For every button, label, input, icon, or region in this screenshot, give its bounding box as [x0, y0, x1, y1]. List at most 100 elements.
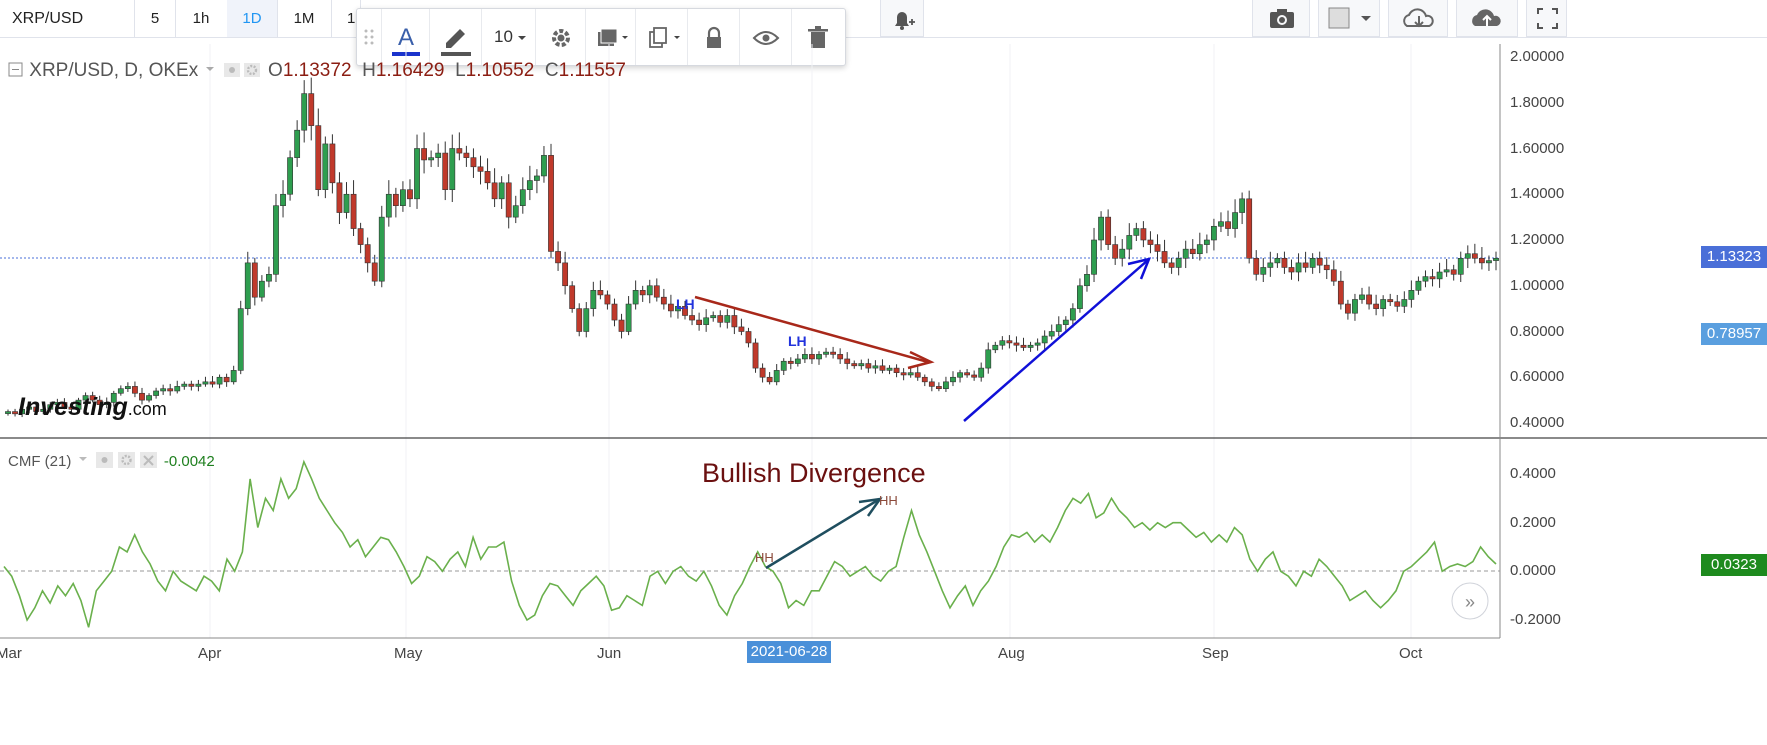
- candle-body: [1020, 344, 1027, 348]
- candle-body: [1281, 257, 1288, 268]
- candle-body: [943, 381, 949, 389]
- candle-body: [61, 402, 68, 408]
- symbol-selector[interactable]: XRP/USD: [0, 0, 135, 37]
- collapse-icon[interactable]: [8, 62, 24, 78]
- candle-body: [717, 315, 724, 323]
- candle-body: [1478, 257, 1485, 264]
- eye-icon: [101, 457, 108, 463]
- candle-body: [1140, 228, 1147, 241]
- scroll-realtime-button[interactable]: [1451, 582, 1489, 620]
- cmf-value: -0.0042: [163, 453, 215, 470]
- candle-body: [407, 189, 413, 200]
- visibility-button[interactable]: [739, 9, 791, 65]
- candle-body: [181, 383, 188, 387]
- candle-body: [19, 408, 26, 415]
- chevron-down-icon[interactable]: [76, 452, 90, 466]
- high-value: 1.16429: [375, 60, 445, 81]
- candle-body: [110, 392, 117, 403]
- candle-body: [780, 360, 787, 371]
- hh-label-2[interactable]: HH: [879, 493, 898, 508]
- candle-body: [1239, 198, 1246, 213]
- candle-body: [421, 148, 427, 161]
- candle-body: [893, 367, 900, 373]
- timeframe-1d[interactable]: 1D: [227, 0, 278, 37]
- open-value: 1.13372: [282, 60, 352, 81]
- fullscreen-button[interactable]: [1526, 0, 1567, 37]
- legend-actions[interactable]: [223, 62, 263, 78]
- candlestick-series: [5, 77, 1499, 418]
- hh-label-1[interactable]: HH: [755, 550, 774, 565]
- timeframe-1m[interactable]: 1M: [277, 0, 332, 37]
- delete-button[interactable]: [791, 9, 845, 65]
- visual-order-button[interactable]: [585, 9, 635, 65]
- candle-body: [639, 290, 646, 296]
- divergence-arrow[interactable]: [765, 498, 879, 570]
- candle-body: [752, 342, 759, 369]
- candle-body: [54, 402, 61, 406]
- candle-body: [1232, 212, 1238, 229]
- candle-body: [209, 381, 216, 385]
- crosshair-price-badge: 0.78957: [1701, 323, 1767, 345]
- chevron-down-icon[interactable]: [203, 62, 217, 76]
- cloud-load-button[interactable]: [1388, 0, 1448, 37]
- candle-body: [336, 182, 343, 213]
- candle-body: [1027, 344, 1034, 348]
- candle-body: [696, 319, 703, 325]
- lock-button[interactable]: [687, 9, 739, 65]
- settings-button[interactable]: [535, 9, 585, 65]
- candle-body: [1436, 271, 1443, 280]
- chevron-down-icon: [518, 36, 526, 40]
- candle-body: [12, 411, 18, 415]
- candle-body: [766, 376, 773, 383]
- fullscreen-icon: [1537, 8, 1558, 29]
- lh-label-1[interactable]: LH: [676, 296, 695, 312]
- candle-body: [1373, 303, 1380, 309]
- series-title: XRP/USD, D, OKEx: [29, 60, 199, 81]
- candle-body: [1091, 239, 1097, 275]
- indicator-actions[interactable]: [94, 451, 160, 469]
- time-tick-label: Oct: [1399, 645, 1423, 662]
- timeframe-5[interactable]: 5: [135, 0, 176, 37]
- time-tick-label: Jun: [597, 645, 622, 662]
- candle-body: [230, 370, 237, 383]
- bullish-trend-arrow[interactable]: [963, 259, 1149, 422]
- lh-label-2[interactable]: LH: [788, 333, 807, 349]
- screenshot-button[interactable]: [1252, 0, 1310, 37]
- cloud-save-button[interactable]: [1456, 0, 1518, 37]
- clone-button[interactable]: [635, 9, 687, 65]
- time-tick-label: Mar: [0, 645, 22, 662]
- close-value: 1.11557: [558, 60, 626, 81]
- candle-body: [400, 189, 406, 206]
- candle-body: [435, 152, 442, 158]
- candle-body: [315, 125, 322, 190]
- candle-body: [1196, 244, 1203, 255]
- cmf-tick-label: -0.2000: [1510, 611, 1561, 628]
- cmf-tick-label: 0.4000: [1510, 465, 1556, 482]
- candle-body: [978, 367, 985, 378]
- candle-body: [1218, 221, 1224, 227]
- font-size-select[interactable]: 10: [481, 9, 535, 65]
- candle-body: [1352, 299, 1358, 314]
- drag-handle[interactable]: [357, 9, 381, 65]
- candle-body: [773, 370, 780, 383]
- alert-button[interactable]: [880, 0, 924, 37]
- candle-body: [498, 182, 505, 200]
- candle-body: [287, 157, 293, 195]
- candle-body: [590, 290, 597, 309]
- candle-body: [1062, 319, 1069, 325]
- eye-icon: [752, 31, 780, 45]
- color-theme-select[interactable]: [1318, 0, 1380, 37]
- candle-body: [745, 331, 752, 344]
- current-price-badge: 1.13323: [1701, 246, 1767, 268]
- candle-body: [89, 395, 96, 401]
- candle-body: [921, 376, 928, 383]
- candle-body: [992, 344, 999, 351]
- candle-body: [117, 388, 124, 394]
- divergence-label[interactable]: Bullish Divergence: [702, 458, 926, 488]
- candle-body: [1267, 262, 1274, 268]
- candle-body: [1471, 253, 1478, 259]
- price-tick-label: 0.60000: [1510, 368, 1565, 386]
- line-color-button[interactable]: [429, 9, 481, 65]
- bearish-trend-arrow[interactable]: [694, 295, 929, 364]
